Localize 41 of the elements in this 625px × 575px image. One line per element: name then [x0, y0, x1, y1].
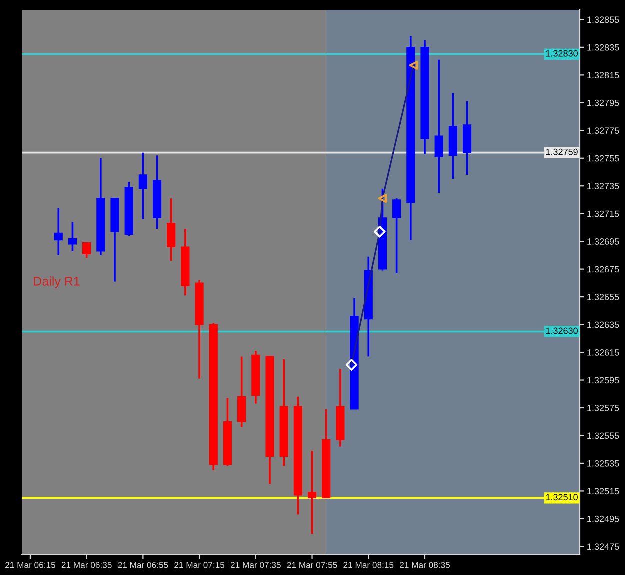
x-tick-label: 21 Mar 06:55: [118, 562, 168, 568]
y-tick-label: 1.32635: [588, 322, 620, 328]
x-tick-label: 21 Mar 07:55: [287, 562, 338, 568]
candlestick: [54, 207, 63, 256]
annotation: Daily R1: [34, 276, 80, 288]
candlestick: [68, 221, 78, 252]
candlestick: [138, 152, 148, 220]
y-tick-label: 1.32835: [588, 44, 620, 51]
y-tick-label: 1.32555: [588, 432, 620, 440]
y-tick-label: 1.32655: [588, 294, 620, 300]
ref-line-label: 1.32630: [546, 328, 578, 334]
y-tick-label: 1.32615: [588, 350, 620, 356]
x-tick-label: 21 Mar 07:15: [174, 562, 225, 568]
x-tick-label: 21 Mar 08:15: [344, 562, 394, 568]
candlestick: [82, 242, 92, 260]
x-tick-label: 21 Mar 06:35: [62, 562, 112, 568]
x-tick-label: 21 Mar 08:35: [400, 562, 450, 568]
y-tick-label: 1.32735: [588, 183, 620, 190]
x-tick-label: 21 Mar 06:15: [6, 562, 56, 568]
candlestick: [392, 198, 402, 274]
y-tick-label: 1.32795: [588, 100, 620, 106]
y-tick-label: 1.32515: [588, 488, 620, 495]
y-tick-label: 1.32495: [588, 516, 620, 522]
y-tick-label: 1.32775: [588, 128, 620, 134]
candlestick: [434, 59, 444, 194]
ref-line-label: 1.32830: [546, 50, 578, 57]
y-tick-label: 1.32675: [588, 266, 620, 273]
y-tick-label: 1.32755: [588, 155, 620, 162]
x-tick-label: 21 Mar 07:35: [230, 562, 281, 568]
y-tick-label: 1.32475: [588, 544, 620, 550]
candlestick: [308, 450, 317, 536]
y-tick-label: 1.32575: [588, 404, 620, 412]
y-tick-label: 1.32535: [588, 460, 620, 467]
y-tick-label: 1.32595: [588, 377, 620, 384]
y-tick-label: 1.32855: [588, 16, 620, 24]
candlestick: [167, 198, 176, 262]
ref-line-label: 1.32759: [546, 148, 578, 156]
y-tick-label: 1.32715: [588, 210, 620, 218]
y-tick-label: 1.32695: [588, 238, 620, 245]
ref-line-label: 1.32510: [546, 494, 578, 501]
y-tick-label: 1.32815: [588, 72, 620, 79]
